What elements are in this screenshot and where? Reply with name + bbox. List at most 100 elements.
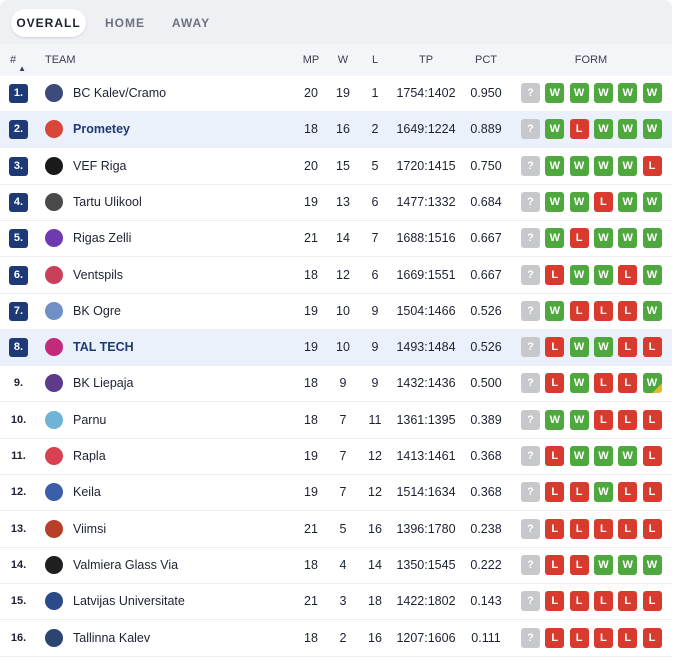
form-win-badge[interactable]: W (618, 191, 638, 212)
form-upcoming-badge[interactable]: ? (521, 155, 540, 176)
form-upcoming-badge[interactable]: ? (521, 409, 540, 430)
form-loss-badge[interactable]: L (569, 518, 589, 539)
team-name-link[interactable]: Latvijas Universitate (73, 594, 185, 609)
form-loss-badge[interactable]: L (642, 627, 662, 648)
table-row[interactable]: 13. Viimsi 21 5 16 1396:1780 0.238? L L L L L (0, 512, 672, 548)
form-loss-badge[interactable]: L (642, 337, 662, 358)
tab-home[interactable]: HOME (105, 16, 145, 30)
table-row[interactable]: 14. Valmiera Glass Via 18 4 14 1350:1545 0.222… (0, 548, 672, 584)
form-win-badge[interactable]: W (545, 300, 565, 321)
form-loss-badge[interactable]: L (545, 518, 565, 539)
form-win-badge[interactable]: W (569, 337, 589, 358)
form-loss-badge[interactable]: L (569, 554, 589, 575)
form-win-badge[interactable]: W (545, 191, 565, 212)
team-name-link[interactable]: Tartu Ulikool (73, 194, 142, 209)
form-loss-badge[interactable]: L (642, 446, 662, 466)
form-upcoming-badge[interactable]: ? (521, 373, 540, 394)
form-win-badge[interactable]: W (569, 264, 589, 285)
form-upcoming-badge[interactable]: ? (521, 518, 540, 539)
form-loss-badge[interactable]: L (569, 228, 589, 249)
form-loss-badge[interactable]: L (618, 518, 638, 539)
form-win-badge[interactable]: W (593, 264, 613, 285)
form-loss-badge[interactable]: L (618, 300, 638, 321)
form-loss-badge[interactable]: L (642, 518, 662, 539)
form-win-badge[interactable]: W (618, 228, 638, 249)
form-loss-badge[interactable]: L (569, 627, 589, 648)
form-upcoming-badge[interactable]: ? (521, 591, 540, 612)
form-win-badge[interactable]: W (569, 155, 589, 176)
team-name-link[interactable]: Ventspils (73, 267, 124, 282)
form-loss-badge[interactable]: L (642, 482, 662, 503)
table-row[interactable]: 11. Rapla 19 7 12 1413:1461 0.368? L W W W L (0, 439, 672, 475)
form-loss-badge[interactable]: L (545, 446, 565, 466)
form-loss-badge[interactable]: L (569, 300, 589, 321)
team-name-link[interactable]: BK Liepaja (73, 376, 134, 391)
form-loss-badge[interactable]: L (593, 300, 613, 321)
form-win-badge[interactable]: W (569, 191, 589, 212)
form-win-badge[interactable]: W (545, 228, 565, 249)
form-upcoming-badge[interactable]: ? (521, 119, 540, 140)
form-win-badge[interactable]: W (642, 119, 662, 140)
form-loss-badge[interactable]: L (618, 264, 638, 285)
form-upcoming-badge[interactable]: ? (521, 300, 540, 321)
form-loss-badge[interactable]: L (642, 409, 662, 430)
form-upcoming-badge[interactable]: ? (521, 482, 540, 503)
table-row[interactable]: 3. VEF Riga 20 15 5 1720:1415 0.750? W W W W L (0, 149, 672, 185)
table-row[interactable]: 2. Prometey 18 16 2 1649:1224 0.889? W L W W W (0, 112, 672, 149)
table-row[interactable]: 12. Keila 19 7 12 1514:1634 0.368? L L W L L (0, 475, 672, 512)
form-win-badge[interactable]: W (642, 83, 662, 103)
table-row[interactable]: 15. Latvijas Universitate 21 3 18 1422:1802 0.… (0, 584, 672, 621)
form-loss-badge[interactable]: L (618, 591, 638, 612)
form-upcoming-badge[interactable]: ? (521, 191, 540, 212)
form-win-badge[interactable]: W (593, 155, 613, 176)
form-upcoming-badge[interactable]: ? (521, 554, 540, 575)
form-win-badge[interactable]: W (545, 119, 565, 140)
form-win-badge[interactable]: W (618, 119, 638, 140)
form-loss-badge[interactable]: L (569, 119, 589, 140)
form-loss-badge[interactable]: L (618, 373, 638, 394)
form-win-badge[interactable]: W (545, 155, 565, 176)
team-name-link[interactable]: VEF Riga (73, 158, 127, 173)
form-win-badge[interactable]: W (545, 409, 565, 430)
rank-column-header[interactable]: # ▲ (10, 54, 27, 73)
team-name-link[interactable]: Rapla (73, 449, 106, 463)
table-row[interactable]: 7. BK Ogre 19 10 9 1504:1466 0.526? W L L L W (0, 294, 672, 330)
form-loss-badge[interactable]: L (593, 518, 613, 539)
team-name-link[interactable]: Viimsi (73, 521, 107, 536)
form-loss-badge[interactable]: L (593, 191, 613, 212)
tab-overall[interactable]: OVERALL (11, 9, 86, 37)
team-name-link[interactable]: Valmiera Glass Via (73, 557, 179, 572)
form-win-badge[interactable]: W (593, 228, 613, 249)
form-loss-badge[interactable]: L (593, 409, 613, 430)
table-row[interactable]: 5. Rigas Zelli 21 14 7 1688:1516 0.667? W L W W W (0, 221, 672, 258)
form-upcoming-badge[interactable]: ? (521, 228, 540, 249)
form-loss-badge[interactable]: L (618, 482, 638, 503)
form-loss-badge[interactable]: L (545, 373, 565, 394)
form-loss-badge[interactable]: L (618, 337, 638, 358)
team-name-link[interactable]: TAL TECH (73, 340, 134, 355)
form-win-badge[interactable]: W (593, 446, 613, 466)
form-win-badge[interactable]: W (642, 373, 662, 394)
form-win-badge[interactable]: W (593, 83, 613, 103)
form-win-badge[interactable]: W (593, 337, 613, 358)
form-win-badge[interactable]: W (569, 409, 589, 430)
form-win-badge[interactable]: W (569, 373, 589, 394)
form-loss-badge[interactable]: L (569, 591, 589, 612)
form-loss-badge[interactable]: L (618, 409, 638, 430)
form-loss-badge[interactable]: L (642, 155, 662, 176)
tab-away[interactable]: AWAY (171, 16, 211, 30)
form-loss-badge[interactable]: L (545, 337, 565, 358)
table-row[interactable]: 10. Parnu 18 7 11 1361:1395 0.389? W W L L L (0, 403, 672, 439)
form-win-badge[interactable]: W (618, 83, 638, 103)
form-win-badge[interactable]: W (642, 554, 662, 575)
form-upcoming-badge[interactable]: ? (521, 264, 540, 285)
team-name-link[interactable]: BK Ogre (73, 303, 121, 318)
table-row[interactable]: 4. Tartu Ulikool 19 13 6 1477:1332 0.684? W W L W W (0, 185, 672, 221)
form-loss-badge[interactable]: L (593, 373, 613, 394)
form-loss-badge[interactable]: L (642, 591, 662, 612)
form-win-badge[interactable]: W (642, 228, 662, 249)
form-upcoming-badge[interactable]: ? (521, 337, 540, 358)
table-row[interactable]: 6. Ventspils 18 12 6 1669:1551 0.667? L W W L W (0, 258, 672, 294)
form-loss-badge[interactable]: L (545, 554, 565, 575)
form-loss-badge[interactable]: L (593, 627, 613, 648)
